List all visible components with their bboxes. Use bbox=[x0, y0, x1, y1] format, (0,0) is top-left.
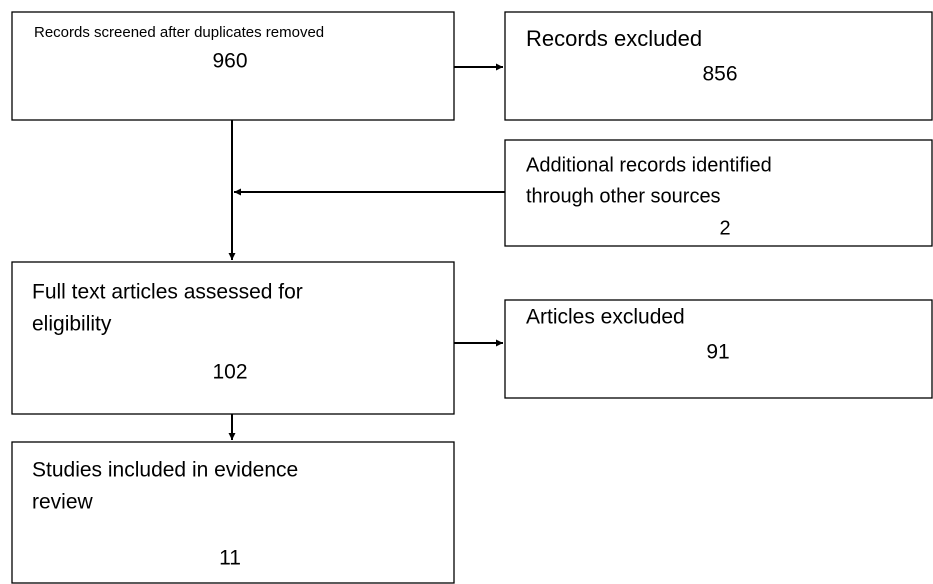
node: Additional records identified through oth… bbox=[504, 139, 933, 247]
node-box bbox=[11, 261, 455, 415]
node-box bbox=[504, 139, 933, 247]
node: Articles excluded 91 bbox=[504, 299, 933, 399]
node-box bbox=[11, 441, 455, 584]
node: Studies included in evidence review 11 bbox=[11, 441, 455, 584]
node-label: Records screened after duplicates remove… bbox=[34, 24, 324, 41]
node-count: 856 bbox=[702, 63, 737, 86]
node-label: Records excluded bbox=[526, 26, 702, 51]
node: Records screened after duplicates remove… bbox=[11, 11, 455, 121]
node-label: Full text articles assessed for bbox=[32, 281, 303, 304]
node-count: 960 bbox=[212, 50, 247, 73]
node-label: Articles excluded bbox=[526, 306, 685, 329]
node-box bbox=[504, 299, 933, 399]
node-count: 102 bbox=[212, 361, 247, 384]
node-label: review bbox=[32, 491, 94, 514]
node-box bbox=[504, 11, 933, 121]
node: Full text articles assessed for eligibili… bbox=[11, 261, 455, 415]
node-label: through other sources bbox=[526, 185, 721, 207]
node-count: 11 bbox=[219, 547, 241, 570]
connectors bbox=[228, 63, 505, 440]
node-box bbox=[11, 11, 455, 121]
node-count: 91 bbox=[706, 341, 729, 364]
node-label: eligibility bbox=[32, 313, 112, 336]
node-count: 2 bbox=[719, 217, 730, 239]
node-label: Studies included in evidence bbox=[32, 459, 298, 482]
node-label: Additional records identified bbox=[526, 154, 772, 176]
